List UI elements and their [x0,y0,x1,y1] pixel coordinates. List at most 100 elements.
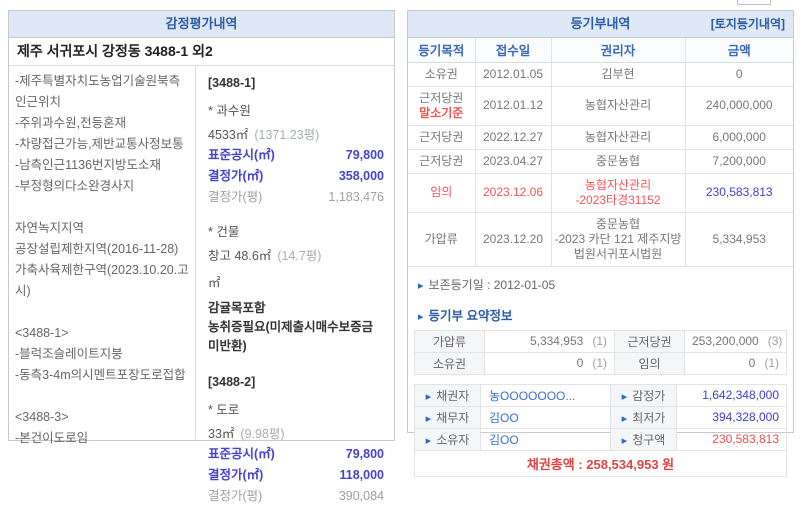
summary-amount: 0 [576,356,584,370]
summary-value: 253,200,000 (3) [684,329,787,353]
holder-cell: 김부현 [550,62,685,87]
registry-panel-header: 등기부내역 [토지등기내역] [408,11,793,38]
triangle-bullet-icon [622,433,633,447]
appraisal-panel: 감정평가내역 제주 서귀포시 강정동 3488-1 외2 -제주특별자치도농업기… [8,10,395,503]
minimum-price-value: 394,328,000 [676,405,787,429]
triangle-bullet-icon [622,411,633,425]
lot2-area: 33㎡ (9.98평) [208,424,384,444]
date-cell: 2023.12.06 [474,173,551,213]
creditor-label: 채권자 [414,383,481,407]
purpose-text: 근저당권 [419,90,464,105]
preservation-date-line: 보존등기일 : 2012-01-05 [408,267,793,296]
minimum-price-label: 최저가 [610,405,677,429]
holder-text: 중문농협 [595,216,641,231]
summary-count: (1) [592,356,607,370]
property-description-column: -제주특별자치도농업기술원북측인근위치 -주위과수원,전등혼재 -차량접근가능,… [9,66,196,445]
total-claims-row: 채권총액 : 258,534,953 원 [414,449,787,477]
price-label: 표준공시(㎡) [208,148,275,162]
summary-label: 근저당권 [614,329,685,353]
amount-cell: 240,000,000 [684,86,793,126]
land-registry-link[interactable]: [토지등기내역] [710,17,785,31]
price-label: 결정가(평) [208,190,263,204]
lot2-id: [3488-2] [208,375,256,389]
appraised-value: 1,642,348,000 [676,383,787,407]
purpose-cell: 근저당권 [408,149,475,174]
claim-label: 청구액 [610,427,677,451]
registry-panel-title: 등기부내역 [570,16,631,31]
lot1-area: 4533㎡ (1371.23평) [208,125,384,145]
summary-label: 소유권 [414,351,485,375]
owner-label: 소유자 [414,427,481,451]
description-line: 공장설립제한지역(2016-11-28) [15,242,179,256]
holder-text: -2023 카단 121 제주지방 [554,231,682,246]
summary-amount: 0 [748,356,756,370]
building-area-pyeong: (14.7평) [277,249,322,263]
label-text: 채무자 [436,410,470,425]
property-address: 제주 서귀포시 강정동 3488-1 외2 [9,38,394,66]
info-row: 소유자 김OO 청구액 230,583,813 [414,427,787,451]
amount-cell: 5,334,953 [684,212,793,267]
holder-text: 법원서귀포시법원 [573,246,663,261]
cancellation-base-badge: 말소기준 [419,105,464,120]
price-label: 결정가(㎡) [208,169,264,183]
summary-row: 소유권 0 (1) 임의 0 (1) [414,351,787,375]
date-cell: 2023.04.27 [474,149,551,174]
col-date: 접수일 [474,38,551,63]
appraised-label: 감정가 [610,383,677,407]
description-line: -부정형의다소완경사지 [15,179,135,193]
price-label: 결정가(㎡) [208,468,264,482]
purpose-cell: 근저당권 말소기준 [408,86,475,126]
description-line: 자연녹지지역 [15,221,85,235]
triangle-bullet-icon [418,309,429,323]
description-line: -주위과수원,전등혼재 [15,116,127,130]
description-line: 가축사육제한구역(2023.10.20.고시) [15,263,189,298]
holder-text: 농협자산관리 [584,177,652,192]
description-line [15,197,190,218]
purpose-cell: 임의 [408,173,475,213]
lot1-pyeong-price-row: 결정가(평) 1,183,476 [208,187,384,208]
col-amount: 금액 [684,38,793,63]
summary-label: 임의 [614,351,685,375]
summary-count: (1) [592,334,607,348]
description-line [15,302,190,323]
holder-cell: 중문농협 [550,149,685,174]
label-text: 소유자 [436,432,470,447]
price-value: 118,000 [339,468,385,482]
holder-cell: 농협자산관리 [550,86,685,126]
appraisal-body: -제주특별자치도농업기술원북측인근위치 -주위과수원,전등혼재 -차량접근가능,… [9,66,394,503]
lot1-area-pyeong: (1371.23평) [254,128,320,142]
price-label: 표준공시(㎡) [208,447,275,461]
date-cell: 2012.01.05 [474,62,551,87]
description-line: <3488-1> [15,326,69,340]
holder-cell: 중문농협 -2023 카단 121 제주지방 법원서귀포시법원 [550,212,685,267]
description-line: -동측3-4m의시멘트포장도로접합 [15,368,186,382]
lot1-building-label: * 건물 [208,225,240,239]
summary-title-text: 등기부 요약정보 [428,308,513,323]
summary-amount: 5,334,953 [529,334,584,348]
price-value: 358,000 [338,169,384,183]
amount-cell: 7,200,000 [684,149,793,174]
lot1-building-area: 창고 48.6㎡ (14.7평) [208,246,384,266]
description-line: -차량접근가능,제반교통사정보통 [15,137,184,151]
label-text: 청구액 [632,432,666,447]
lot1-id: [3488-1] [208,76,256,90]
description-line: -남측인근1136번지방도소재 [15,158,162,172]
triangle-bullet-icon [622,389,633,403]
registry-header-row: 등기목적 접수일 권리자 금액 [408,38,793,63]
purpose-cell: 근저당권 [408,125,475,150]
appraisal-panel-header: 감정평가내역 [9,11,394,38]
lot2-area-sqm: 33㎡ [208,427,235,441]
summary-label: 가압류 [414,329,485,353]
purpose-cell: 소유권 [408,62,475,87]
purpose-cell: 가압류 [408,212,475,267]
lot2-decided-price-row: 결정가(㎡) 118,000 [208,465,384,486]
registry-row: 근저당권 2023.04.27 중문농협 7,200,000 [408,149,793,174]
lot1-area-sqm: 4533㎡ [208,128,249,142]
lot2-area-pyeong: (9.98평) [240,427,285,441]
total-claims-value: 채권총액 : 258,534,953 원 [414,449,787,477]
label-text: 감정가 [632,388,666,403]
appraisal-panel-title: 감정평가내역 [165,16,238,31]
triangle-bullet-icon [426,389,437,403]
date-cell: 2022.12.27 [474,125,551,150]
summary-row: 가압류 5,334,953 (1) 근저당권 253,200,000 (3) [414,329,787,353]
